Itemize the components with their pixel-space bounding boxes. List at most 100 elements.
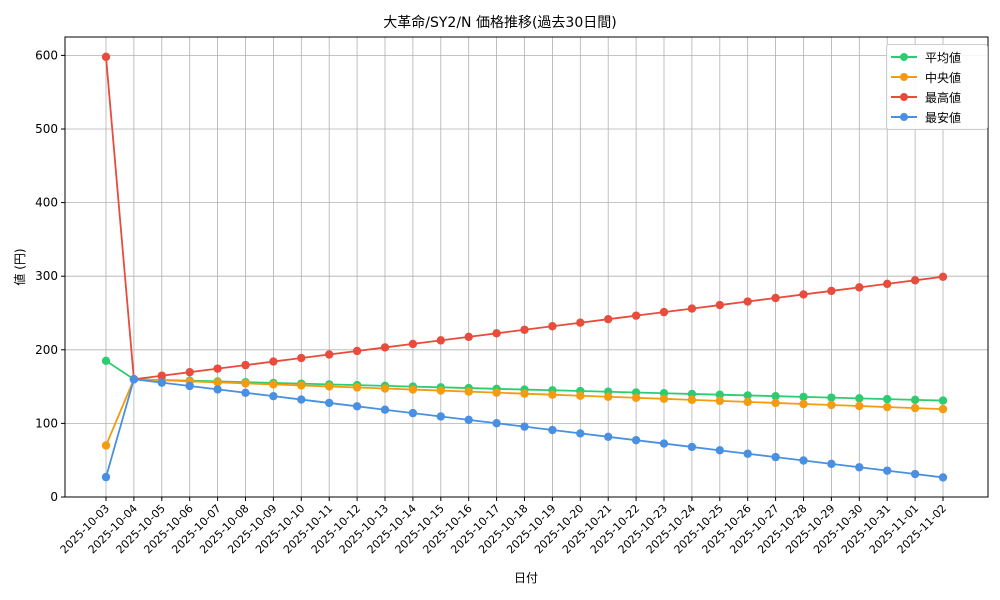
legend-item: 平均値 xyxy=(891,47,983,67)
legend-label: 平均値 xyxy=(925,50,962,65)
series-lines xyxy=(101,52,948,482)
data-point xyxy=(604,432,613,441)
data-point xyxy=(101,52,111,62)
data-point xyxy=(352,346,362,356)
data-point xyxy=(408,385,418,394)
data-point xyxy=(771,398,780,408)
legend-marker-icon xyxy=(891,71,917,83)
y-tick-label: 400 xyxy=(35,196,58,210)
data-point xyxy=(408,339,418,349)
data-point xyxy=(576,429,585,438)
data-point xyxy=(715,300,724,310)
data-point xyxy=(157,371,166,380)
data-point xyxy=(855,283,864,292)
data-point xyxy=(380,384,390,393)
data-point xyxy=(464,387,473,396)
data-point xyxy=(101,356,111,366)
data-point xyxy=(631,393,641,402)
data-point xyxy=(325,398,334,408)
data-point xyxy=(799,392,808,402)
y-tick-label: 500 xyxy=(35,122,58,136)
data-point xyxy=(855,401,864,411)
data-point xyxy=(241,379,250,388)
legend-marker-icon xyxy=(891,51,917,63)
data-point xyxy=(269,391,278,401)
data-point xyxy=(297,395,306,404)
y-tick-label: 300 xyxy=(35,269,58,283)
data-point xyxy=(631,435,641,445)
data-point xyxy=(883,466,892,475)
data-point xyxy=(380,343,390,352)
data-point xyxy=(101,472,111,482)
data-point xyxy=(185,381,194,391)
data-point xyxy=(743,449,752,458)
data-point xyxy=(520,422,529,431)
data-point xyxy=(297,381,306,390)
data-point xyxy=(799,290,808,299)
data-point xyxy=(743,397,752,407)
data-point xyxy=(436,412,445,421)
y-tick-label: 0 xyxy=(50,490,58,504)
data-point xyxy=(436,336,445,345)
data-point xyxy=(910,469,920,479)
legend-label: 中央値 xyxy=(925,70,962,85)
data-point xyxy=(380,405,390,414)
data-point xyxy=(687,442,697,452)
data-point xyxy=(799,399,808,409)
y-axis-label: 値 (円) xyxy=(12,248,27,285)
data-point xyxy=(269,357,278,366)
data-point xyxy=(827,393,836,402)
data-point xyxy=(352,402,362,411)
data-point xyxy=(492,419,501,428)
data-point xyxy=(855,394,864,403)
data-point xyxy=(883,402,892,412)
data-point xyxy=(297,353,306,363)
data-point xyxy=(213,364,222,373)
data-point xyxy=(938,272,948,281)
data-point xyxy=(548,425,557,435)
data-point xyxy=(771,391,780,401)
y-axis: 0 100 200 300 400 500 600 xyxy=(35,48,65,504)
data-point xyxy=(715,396,724,406)
data-point xyxy=(520,389,529,398)
data-point xyxy=(408,408,418,418)
data-point xyxy=(213,385,222,394)
data-point xyxy=(771,452,780,462)
data-point xyxy=(938,396,948,405)
data-point xyxy=(659,307,669,317)
data-point xyxy=(910,395,920,405)
data-point xyxy=(827,400,836,410)
data-point xyxy=(325,350,334,359)
legend-item: 中央値 xyxy=(891,67,983,87)
chart-title: 大革命/SY2/N 価格推移(過去30日間) xyxy=(383,15,617,31)
data-point xyxy=(855,463,864,472)
axes-frame xyxy=(64,36,989,498)
data-point xyxy=(464,415,473,425)
legend: 平均値中央値最高値最安値 xyxy=(886,44,988,130)
data-point xyxy=(827,459,836,469)
data-point xyxy=(715,390,724,399)
series-3 xyxy=(101,375,948,482)
data-point xyxy=(548,390,557,399)
y-tick-label: 200 xyxy=(35,343,58,357)
legend-marker-icon xyxy=(891,91,917,103)
data-point xyxy=(910,403,920,413)
data-point xyxy=(241,388,250,397)
x-axis: 2025-10-032025-10-042025-10-052025-10-06… xyxy=(58,497,949,556)
data-point xyxy=(827,286,836,296)
data-point xyxy=(687,389,697,399)
legend-label: 最安値 xyxy=(925,110,962,125)
data-point xyxy=(604,314,613,324)
data-point xyxy=(604,392,613,401)
data-point xyxy=(492,388,501,397)
data-point xyxy=(352,383,362,392)
data-point xyxy=(464,332,473,342)
data-point xyxy=(269,380,278,389)
data-point xyxy=(938,473,948,482)
data-point xyxy=(157,378,166,387)
data-point xyxy=(687,395,697,405)
data-point xyxy=(576,318,585,327)
legend-label: 最高値 xyxy=(925,90,962,105)
data-point xyxy=(576,391,585,400)
